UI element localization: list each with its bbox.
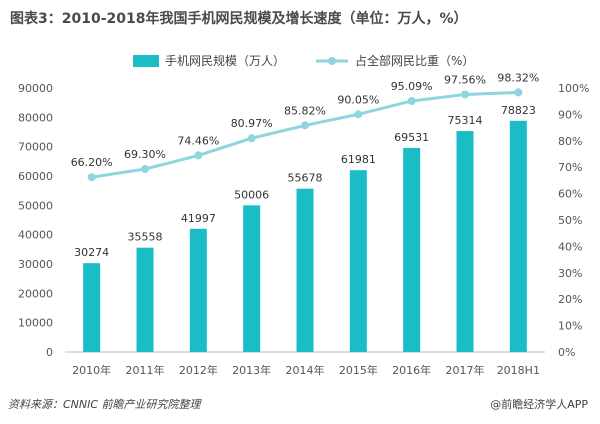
right-tick-label: 20% xyxy=(558,293,582,306)
left-tick-label: 50000 xyxy=(18,199,53,212)
category-label: 2017年 xyxy=(446,363,485,377)
bar xyxy=(243,205,261,352)
left-tick-label: 70000 xyxy=(18,141,53,154)
right-tick-label: 10% xyxy=(558,320,582,333)
line-point xyxy=(301,121,309,130)
bar-value-label: 75314 xyxy=(448,114,483,127)
right-tick-label: 70% xyxy=(558,161,582,174)
bar-value-label: 41997 xyxy=(181,212,216,225)
line-point xyxy=(407,96,416,105)
right-tick-label: 80% xyxy=(558,135,582,148)
left-tick-label: 10000 xyxy=(18,317,53,330)
bar-value-label: 30274 xyxy=(74,246,109,259)
line-point xyxy=(514,88,523,97)
legend: 手机网民规模（万人） 占全部网民比重（%） xyxy=(133,53,474,68)
bar xyxy=(509,120,527,353)
bar-value-label: 78823 xyxy=(501,104,536,117)
category-label: 2010年 xyxy=(72,363,111,377)
left-tick-label: 0 xyxy=(46,346,53,359)
bar-value-label: 61981 xyxy=(341,153,376,166)
bar xyxy=(83,263,101,352)
left-tick-label: 30000 xyxy=(18,258,53,271)
line-value-label: 98.32% xyxy=(497,71,539,84)
right-tick-label: 0% xyxy=(558,346,575,359)
line-point xyxy=(141,165,149,174)
bar xyxy=(349,170,367,352)
bar-value-label: 69531 xyxy=(394,131,429,144)
line-value-label: 66.20% xyxy=(71,156,113,169)
credit-note: @前瞻经济学人APP xyxy=(490,398,588,411)
left-tick-label: 80000 xyxy=(18,111,53,124)
bar xyxy=(136,247,154,352)
line-point xyxy=(461,90,469,99)
right-tick-label: 50% xyxy=(558,214,582,227)
right-tick-label: 90% xyxy=(558,108,582,121)
category-label: 2013年 xyxy=(232,363,271,377)
left-tick-label: 90000 xyxy=(18,82,53,95)
line-point xyxy=(247,134,256,143)
category-label: 2014年 xyxy=(286,363,325,377)
right-axis: 0% 10% 20% 30% 40% 50% 60% 70% 80% 90% 100% xyxy=(558,82,589,359)
right-tick-label: 60% xyxy=(558,188,582,201)
legend-line-label: 占全部网民比重（%） xyxy=(355,53,474,68)
category-axis: 2010年 2011年 2012年 2013年 2014年 2015年 2016年 2017年… xyxy=(72,363,540,377)
left-tick-label: 60000 xyxy=(18,170,53,183)
line-point xyxy=(194,151,203,160)
bar xyxy=(189,228,207,352)
line-value-label: 74.46% xyxy=(177,134,219,147)
bar xyxy=(296,188,314,352)
line-point xyxy=(354,110,363,119)
bar-value-label: 50006 xyxy=(234,188,269,201)
line-series: 66.20% 69.30% 74.46% 80.97% 85.82% 90.05% 95.0… xyxy=(71,71,539,182)
bar xyxy=(456,131,474,352)
category-label: 2011年 xyxy=(126,363,165,377)
line-value-label: 97.56% xyxy=(444,73,486,86)
legend-bar-swatch xyxy=(133,55,159,67)
category-label: 2015年 xyxy=(339,363,378,377)
right-tick-label: 30% xyxy=(558,267,582,280)
bar xyxy=(403,148,421,352)
category-label: 2012年 xyxy=(179,363,218,377)
left-axis: 0 10000 20000 30000 40000 50000 60000 70000 8000… xyxy=(18,82,53,359)
line-value-label: 80.97% xyxy=(231,117,273,130)
line-value-label: 90.05% xyxy=(337,93,379,106)
right-tick-label: 40% xyxy=(558,240,582,253)
legend-line-marker xyxy=(328,57,336,65)
category-label: 2016年 xyxy=(392,363,431,377)
legend-bar-label: 手机网民规模（万人） xyxy=(165,53,285,68)
source-note: 资料来源：CNNIC 前瞻产业研究院整理 xyxy=(8,398,201,411)
line-value-label: 95.09% xyxy=(391,80,433,93)
chart-title: 图表3：2010-2018年我国手机网民规模及增长速度（单位：万人，%） xyxy=(10,11,468,27)
bar-value-label: 35558 xyxy=(128,231,163,244)
left-tick-label: 40000 xyxy=(18,229,53,242)
line-point xyxy=(87,173,96,182)
right-tick-label: 100% xyxy=(558,82,589,95)
category-label: 2018H1 xyxy=(497,364,540,377)
left-tick-label: 20000 xyxy=(18,287,53,300)
line-value-label: 85.82% xyxy=(284,104,326,117)
bar-value-label: 55678 xyxy=(288,172,323,185)
bar-series: 30274 35558 41997 50006 55678 61981 69531 75314… xyxy=(74,104,536,353)
line-value-label: 69.30% xyxy=(124,148,166,161)
